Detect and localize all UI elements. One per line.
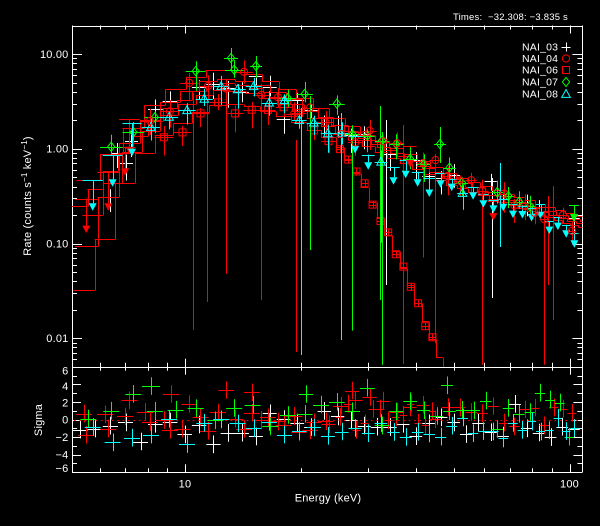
svg-text:10.00: 10.00 [40,49,69,61]
svg-text:2: 2 [62,398,68,410]
svg-text:−6: −6 [56,463,69,475]
svg-text:NAI_08: NAI_08 [522,89,558,101]
svg-text:1.00: 1.00 [46,144,68,156]
svg-text:NAI_03: NAI_03 [522,42,558,54]
svg-text:0.01: 0.01 [46,333,68,345]
svg-text:Times: −32.308: −3.835 s: Times: −32.308: −3.835 s [453,12,568,23]
svg-text:−2: −2 [56,432,69,444]
svg-text:NAI_07: NAI_07 [522,77,558,89]
svg-text:4: 4 [62,381,68,393]
svg-text:10: 10 [179,479,192,491]
svg-text:NAI_04: NAI_04 [522,53,558,65]
svg-text:NAI_06: NAI_06 [522,65,558,77]
svg-text:Energy (keV): Energy (keV) [295,493,362,505]
svg-text:−4: −4 [56,450,69,462]
svg-text:0: 0 [62,415,68,427]
svg-text:Sigma: Sigma [33,403,45,436]
svg-text:6: 6 [62,366,68,378]
svg-text:100: 100 [560,479,579,491]
svg-text:Rate (counts s−1 keV−1): Rate (counts s−1 keV−1) [20,136,34,255]
svg-text:0.10: 0.10 [46,239,68,251]
